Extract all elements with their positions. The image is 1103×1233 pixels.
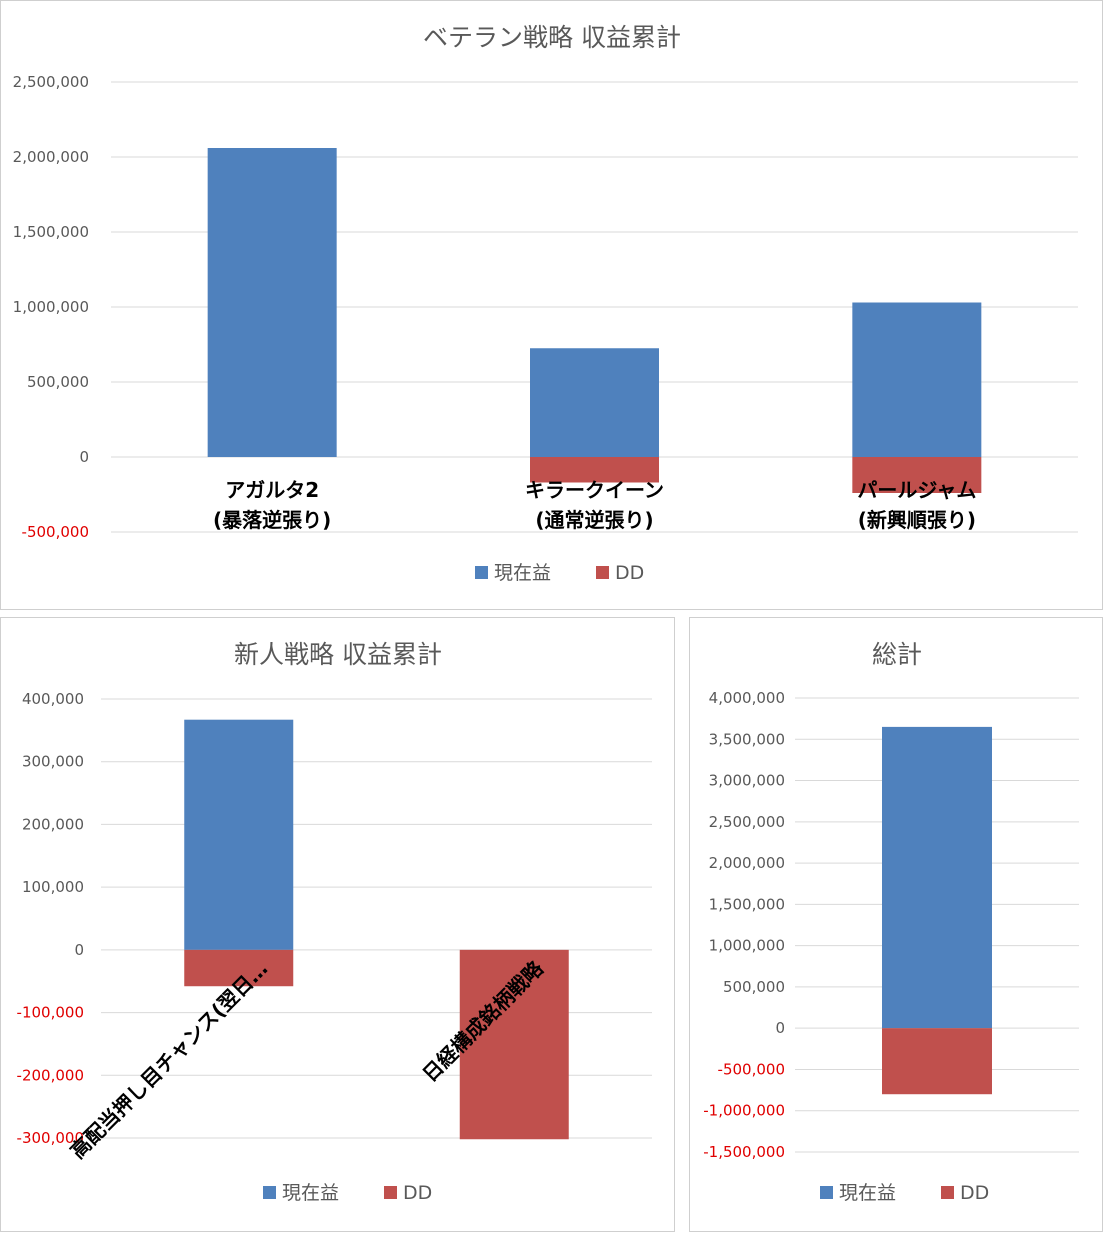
y-tick-label: 2,000,000 [13, 148, 89, 166]
legend-swatch-profit [475, 566, 488, 579]
profit-bar [530, 348, 659, 457]
category-label-line: (通常逆張り) [535, 508, 653, 532]
y-tick-label: -200,000 [17, 1066, 84, 1084]
profit-bar [852, 302, 982, 457]
y-tick-label: 0 [74, 941, 84, 959]
dd-bar [184, 949, 294, 987]
y-tick-label: 3,500,000 [709, 730, 785, 748]
category-label-line: (新興順張り) [858, 508, 976, 532]
total-chart-svg: 総計 4,000,000 3,500,000 3,000,000 2,500,000 2… [703, 640, 1079, 1204]
dd-bar [852, 457, 982, 493]
category-label: アガルタ2 (暴落逆張り) [213, 478, 331, 532]
profit-bar [207, 148, 337, 457]
y-tick-label: -1,000,000 [703, 1102, 785, 1120]
y-tick-label: -300,000 [17, 1129, 84, 1147]
rookie-chart-svg: 新人戦略 収益累計 400,000 300,000 200,000 100,000 0 -… [17, 640, 652, 1204]
legend-swatch-dd [596, 566, 609, 579]
legend-label-dd: DD [403, 1182, 432, 1204]
y-tick-label: -500,000 [718, 1060, 785, 1078]
y-tick-label: 500,000 [723, 978, 785, 996]
category-label-line: キラークイーン [525, 478, 664, 502]
category-label-line: (暴落逆張り) [213, 508, 331, 532]
y-tick-label: 1,500,000 [13, 223, 89, 241]
legend-swatch-dd [941, 1186, 954, 1199]
legend-swatch-profit [820, 1186, 833, 1199]
y-tick-label: 100,000 [22, 878, 84, 896]
profit-bar [184, 719, 294, 950]
y-tick-label: 3,000,000 [709, 772, 785, 790]
legend-label-profit: 現在益 [839, 1182, 896, 1204]
category-label-line: パールジャム [857, 478, 976, 502]
category-label: パールジャム (新興順張り) [857, 478, 976, 532]
legend-label-dd: DD [615, 562, 644, 584]
rookie-strategy-chart: 新人戦略 収益累計 400,000 300,000 200,000 100,000 0 -… [0, 617, 675, 1232]
legend-label-profit: 現在益 [494, 562, 551, 584]
y-tick-label: 300,000 [22, 753, 84, 771]
y-tick-label: 400,000 [22, 690, 84, 708]
y-tick-label: 0 [775, 1019, 785, 1037]
y-tick-label: 200,000 [22, 815, 84, 833]
legend-swatch-profit [263, 1186, 276, 1199]
y-tick-label: 1,000,000 [709, 937, 785, 955]
y-tick-label: 500,000 [27, 373, 89, 391]
veteran-strategy-chart: ベテラン戦略 収益累計 2,500,000 2,000,000 1,500,000 1… [0, 0, 1103, 610]
legend-swatch-dd [384, 1186, 397, 1199]
chart-title: 総計 [872, 640, 922, 669]
y-tick-label: 0 [79, 448, 89, 466]
chart-title: ベテラン戦略 収益累計 [423, 23, 681, 52]
y-tick-label: 2,000,000 [709, 854, 785, 872]
y-tick-label: -100,000 [17, 1004, 84, 1022]
dd-bar [459, 949, 569, 1140]
y-tick-label: 2,500,000 [709, 813, 785, 831]
y-tick-label: 2,500,000 [13, 73, 89, 91]
legend-label-dd: DD [960, 1182, 989, 1204]
y-tick-label: 1,000,000 [13, 298, 89, 316]
category-label: 高配当押し目チャンス(翌日… [65, 956, 272, 1163]
y-tick-label: -500,000 [22, 523, 89, 541]
category-label: キラークイーン (通常逆張り) [525, 478, 664, 532]
chart-title: 新人戦略 収益累計 [234, 640, 442, 669]
category-label-line: アガルタ2 [225, 478, 319, 502]
profit-bar [882, 726, 992, 1029]
dd-bar [882, 1028, 992, 1095]
y-tick-label: -1,500,000 [703, 1143, 785, 1161]
y-tick-label: 1,500,000 [709, 895, 785, 913]
total-chart: 総計 4,000,000 3,500,000 3,000,000 2,500,000 2… [689, 617, 1103, 1232]
veteran-chart-svg: ベテラン戦略 収益累計 2,500,000 2,000,000 1,500,000 1… [13, 23, 1078, 584]
y-tick-label: 4,000,000 [709, 689, 785, 707]
dd-bar [530, 457, 659, 483]
legend-label-profit: 現在益 [282, 1182, 339, 1204]
